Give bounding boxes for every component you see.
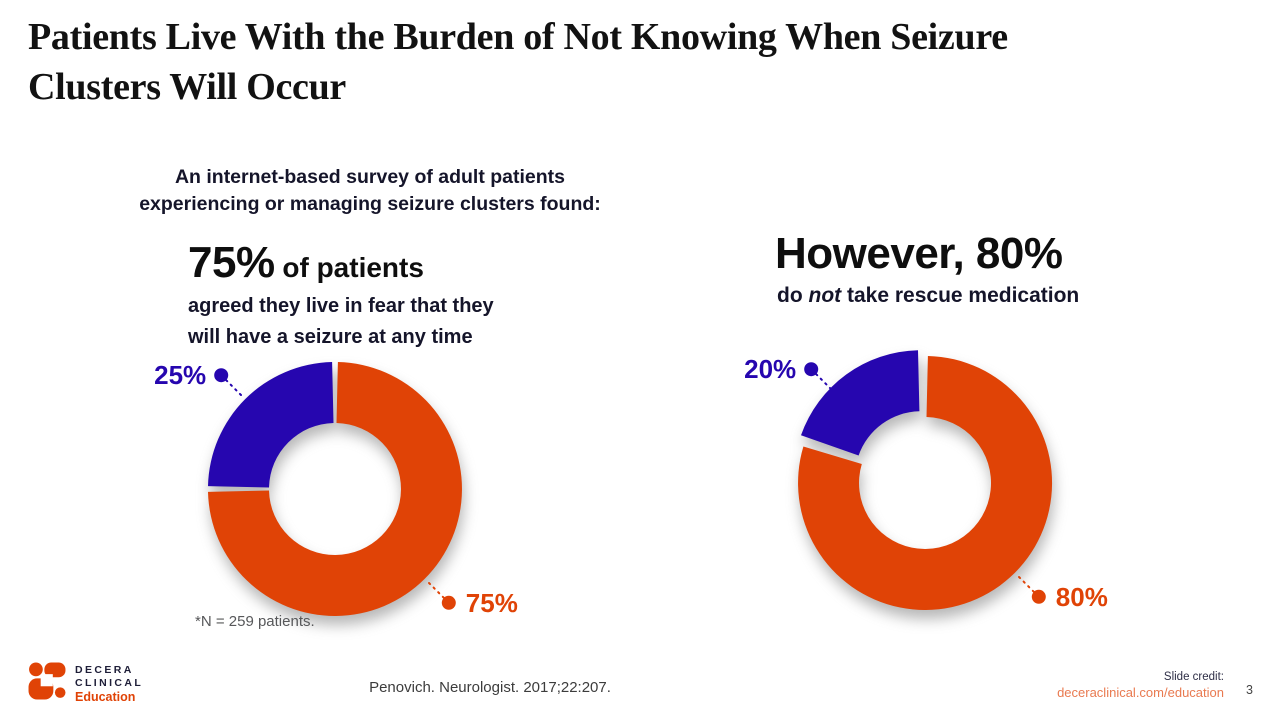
donut-chart-1: 75% 25%	[154, 360, 518, 618]
page-number: 3	[1246, 683, 1253, 697]
slice-callout-line	[1018, 576, 1040, 598]
slice-callout-line	[810, 368, 832, 390]
left-stat-value: 75%	[188, 238, 275, 287]
slice-callout-dot	[214, 368, 229, 383]
slide-title: Patients Live With the Burden of Not Kno…	[28, 12, 1008, 112]
donut-slice-20	[801, 350, 920, 456]
slice-callout-dot	[441, 595, 456, 610]
donut-slice-75	[208, 362, 462, 616]
footer-logo: DECERA CLINICAL Education	[28, 662, 143, 704]
citation: Penovich. Neurologist. 2017;22:207.	[369, 679, 611, 696]
slice-label-25: 25%	[154, 360, 206, 390]
slide-credit-link[interactable]: deceraclinical.com/education	[1057, 685, 1224, 700]
survey-intro-line1: An internet-based survey of adult patien…	[174, 166, 566, 188]
slice-callout-line	[428, 582, 450, 604]
donut-slice-80	[798, 356, 1053, 610]
donut-slice-25	[208, 362, 334, 488]
right-stat-headline: However, 80%	[775, 229, 1063, 278]
survey-intro-line2: experiencing or managing seizure cluster…	[139, 193, 601, 215]
slice-label-80: 80%	[1056, 582, 1108, 612]
left-stat-description-line1: agreed they live in fear that they	[188, 295, 494, 317]
right-stat-subtext-italic: not	[808, 284, 842, 307]
slice-callout-dot	[1031, 589, 1046, 604]
right-stat-subtext-suffix: take rescue medication	[841, 284, 1080, 307]
logo-word-clinical: CLINICAL	[75, 677, 144, 689]
slice-callout-dot	[804, 362, 819, 377]
right-stat-subtext-prefix: do	[777, 284, 809, 307]
logo-word-education: Education	[75, 690, 136, 704]
left-stat-description: agreed they live in fear that they will h…	[188, 291, 494, 353]
left-stat-headline: 75% of patients	[188, 238, 424, 288]
left-stat-suffix: of patients	[274, 252, 424, 283]
slice-label-20: 20%	[744, 354, 796, 384]
survey-intro-text: An internet-based survey of adult patien…	[90, 164, 650, 218]
donut-chart-2: 80% 20%	[744, 350, 1108, 612]
right-stat-subtext: do not take rescue medication	[777, 284, 1079, 308]
left-stat-description-line2: will have a seizure at any time	[188, 326, 473, 348]
slice-label-75: 75%	[466, 588, 518, 618]
logo-wordmark: DECERA CLINICAL Education	[75, 662, 143, 704]
logo-word-decera: DECERA	[75, 664, 134, 676]
slide-title-line2: Clusters Will Occur	[28, 66, 346, 108]
decera-logo-icon	[28, 662, 66, 700]
slide-credit: Slide credit: deceraclinical.com/educati…	[1057, 671, 1224, 700]
slice-callout-line	[220, 374, 242, 396]
sample-size-footnote: *N = 259 patients.	[195, 613, 315, 630]
slide-credit-label: Slide credit:	[1163, 671, 1224, 683]
slide-title-line1: Patients Live With the Burden of Not Kno…	[28, 16, 1008, 58]
